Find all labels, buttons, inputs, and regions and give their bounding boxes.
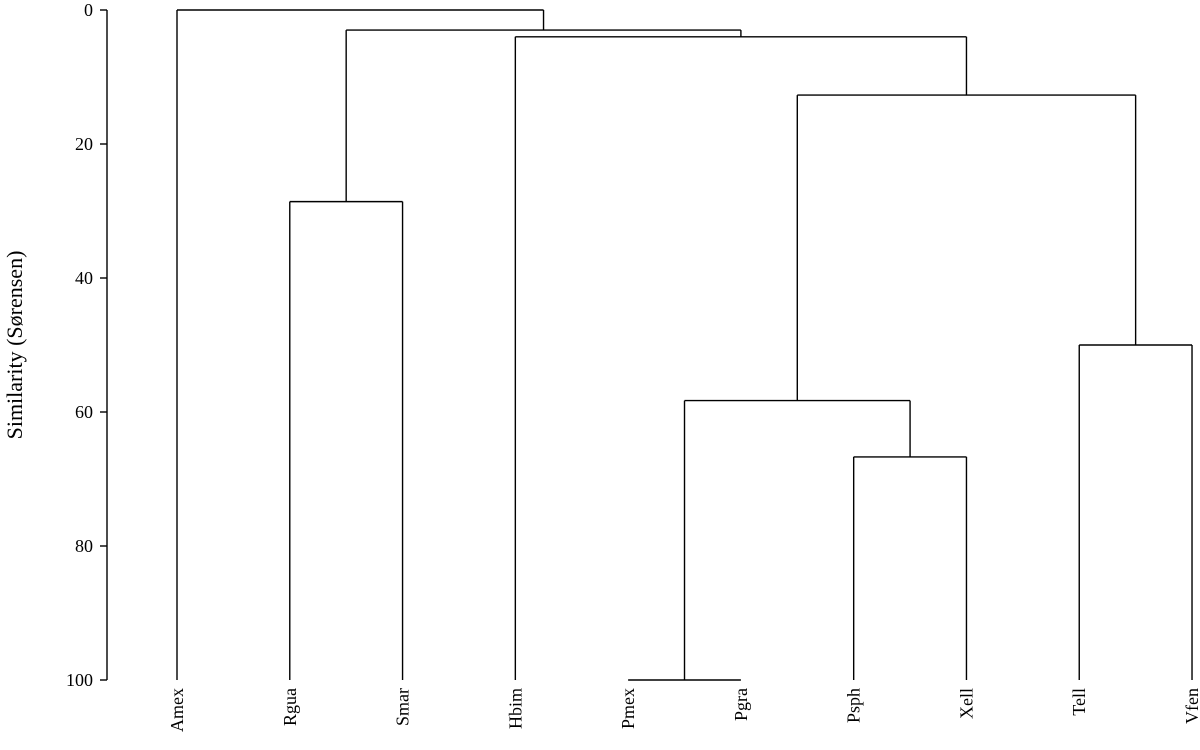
y-tick-label: 60 bbox=[75, 402, 93, 422]
leaf-label: Pmex bbox=[618, 688, 638, 729]
leaf-label: Smar bbox=[393, 688, 413, 726]
leaf-label: Xell bbox=[956, 688, 976, 719]
y-tick-label: 100 bbox=[66, 670, 93, 690]
leaf-label: Tell bbox=[1069, 688, 1089, 716]
leaf-labels: Amex Rgua Smar Hbim Pmex Pgra Psph Xell Tell Vfen bbox=[167, 688, 1200, 732]
leaf-label: Pgra bbox=[731, 688, 751, 721]
y-tick-label: 20 bbox=[75, 134, 93, 154]
y-tick-label: 80 bbox=[75, 536, 93, 556]
leaf-label: Amex bbox=[167, 688, 187, 732]
y-ticks: 0 20 40 60 80 100 bbox=[66, 0, 107, 690]
leaf-label: Vfen bbox=[1182, 688, 1200, 724]
leaf-label: Hbim bbox=[505, 688, 525, 729]
leaf-label: Psph bbox=[844, 688, 864, 723]
y-tick-label: 0 bbox=[84, 0, 93, 20]
y-axis-title: Similarity (Sørensen) bbox=[2, 251, 27, 440]
dendrogram-links bbox=[176, 9, 1193, 681]
leaf-label: Rgua bbox=[280, 688, 300, 726]
y-tick-label: 40 bbox=[75, 268, 93, 288]
